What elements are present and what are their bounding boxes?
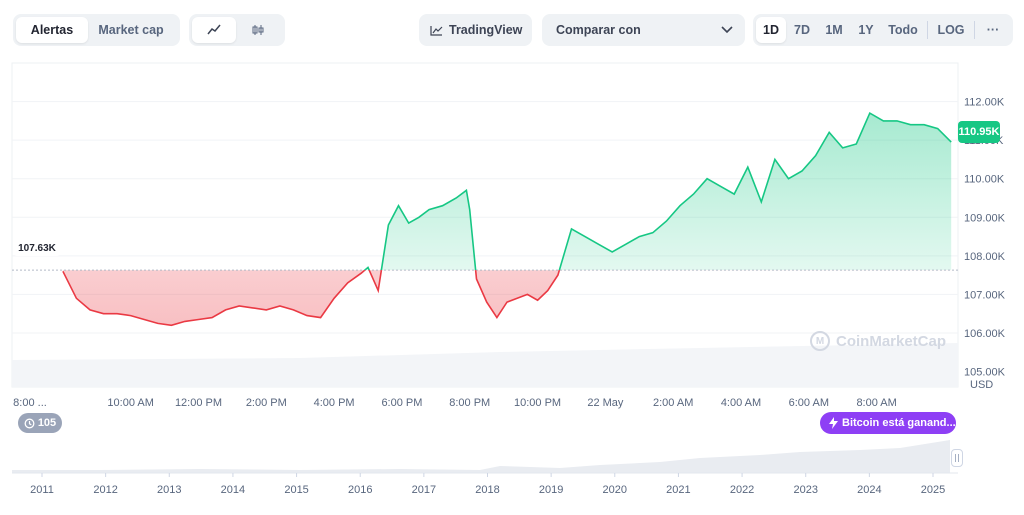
navigator-year-label: 2017 [412,484,436,496]
navigator-year-label: 2013 [157,484,181,496]
more-options-button[interactable]: ··· [986,23,1000,37]
current-price-label: 110.95K [958,121,1000,143]
x-tick-label: 4:00 AM [721,397,761,409]
candlestick-button[interactable] [236,17,280,43]
x-axis: 8:00 ... 10:00 AM 12:00 PM 2:00 PM 4:00 PM 6:… [13,397,897,409]
navigator-year-label: 2025 [921,484,945,496]
watermark-text: CoinMarketCap [836,332,947,350]
log-scale-button[interactable]: LOG [937,23,965,37]
candlestick-icon [252,25,264,35]
tradingview-button[interactable]: TradingView [419,14,532,46]
watermark: M CoinMarketCap [810,331,946,351]
y-tick-label: 108.00K [964,251,1006,263]
volume-area [12,343,958,387]
line-chart-icon [207,24,221,35]
navigator-year-label: 2024 [857,484,881,496]
navigator-year-label: 2015 [284,484,308,496]
compare-label: Comparar con [556,23,641,37]
range-1y[interactable]: 1Y [858,23,874,37]
tab-market-cap[interactable]: Market cap [98,23,164,37]
x-tick-label: 4:00 PM [314,397,355,409]
chevron-down-icon [721,26,733,34]
range-selector: 1D 7D 1M 1Y Todo LOG ··· [753,14,1013,46]
navigator-year-label: 2019 [539,484,563,496]
tradingview-icon [430,25,443,36]
navigator-year-label: 2022 [730,484,754,496]
x-tick-label: 10:00 AM [107,397,153,409]
event-badge[interactable]: Bitcoin está ganand... [820,412,956,434]
currency-label: USD [970,379,993,391]
view-tabs: Alertas Market cap [13,14,180,46]
x-tick-label: 2:00 PM [246,397,287,409]
navigator-year-label: 2020 [603,484,627,496]
compare-select[interactable]: Comparar con [542,14,745,46]
y-tick-label: 107.00K [964,289,1006,301]
range-1d[interactable]: 1D [756,17,786,43]
event-badge-text: Bitcoin está ganand... [842,417,956,429]
navigator-year-label: 2023 [793,484,817,496]
price-line-down [62,270,561,327]
y-tick-label: 109.00K [964,212,1006,224]
x-tick-label: 12:00 PM [175,397,222,409]
navigator-year-label: 2012 [93,484,117,496]
reference-price-label: 107.63K [13,240,61,256]
x-tick-label: 22 May [587,397,624,409]
price-line-up [363,111,952,271]
navigator-year-label: 2011 [30,484,54,496]
x-tick-label: 8:00 ... [13,397,47,409]
range-todo[interactable]: Todo [888,23,918,37]
toolbar-divider [974,21,975,39]
history-count: 105 [37,417,57,429]
x-tick-label: 10:00 PM [514,397,561,409]
navigator-year-label: 2018 [475,484,499,496]
navigator-year-label: 2016 [348,484,372,496]
navigator-year-label: 2021 [666,484,690,496]
tradingview-label: TradingView [449,23,523,37]
history-icon [24,418,35,428]
area-below-reference [62,270,560,326]
chart-toolbar: Alertas Market cap TradingView Comparar … [0,14,1024,46]
history-count-badge[interactable]: 105 [18,413,62,433]
x-tick-label: 2:00 AM [653,397,693,409]
navigator-handle[interactable] [951,449,963,467]
x-tick-label: 6:00 PM [381,397,422,409]
y-tick-label: 110.00K [964,174,1005,186]
range-1m[interactable]: 1M [825,23,843,37]
line-chart-button[interactable] [192,17,236,43]
y-tick-label: 106.00K [964,328,1006,340]
x-tick-label: 8:00 AM [856,397,896,409]
area-above-reference [62,113,952,271]
navigator-year-label: 2014 [221,484,245,496]
y-tick-label: 105.00K [964,367,1006,379]
y-tick-label: 112.00K [964,97,1005,109]
chart-type-toggle [189,14,285,46]
lightning-icon [829,417,838,429]
navigator-area [12,440,950,473]
range-7d[interactable]: 7D [794,23,810,37]
navigator-axis: 2011 2012 2013 2014 2015 2016 2017 2018 2019 2020… [30,473,945,496]
toolbar-divider [927,21,928,39]
x-tick-label: 6:00 AM [789,397,829,409]
coinmarketcap-logo-icon: M [810,331,830,351]
tab-alertas[interactable]: Alertas [16,17,88,43]
x-tick-label: 8:00 PM [449,397,490,409]
